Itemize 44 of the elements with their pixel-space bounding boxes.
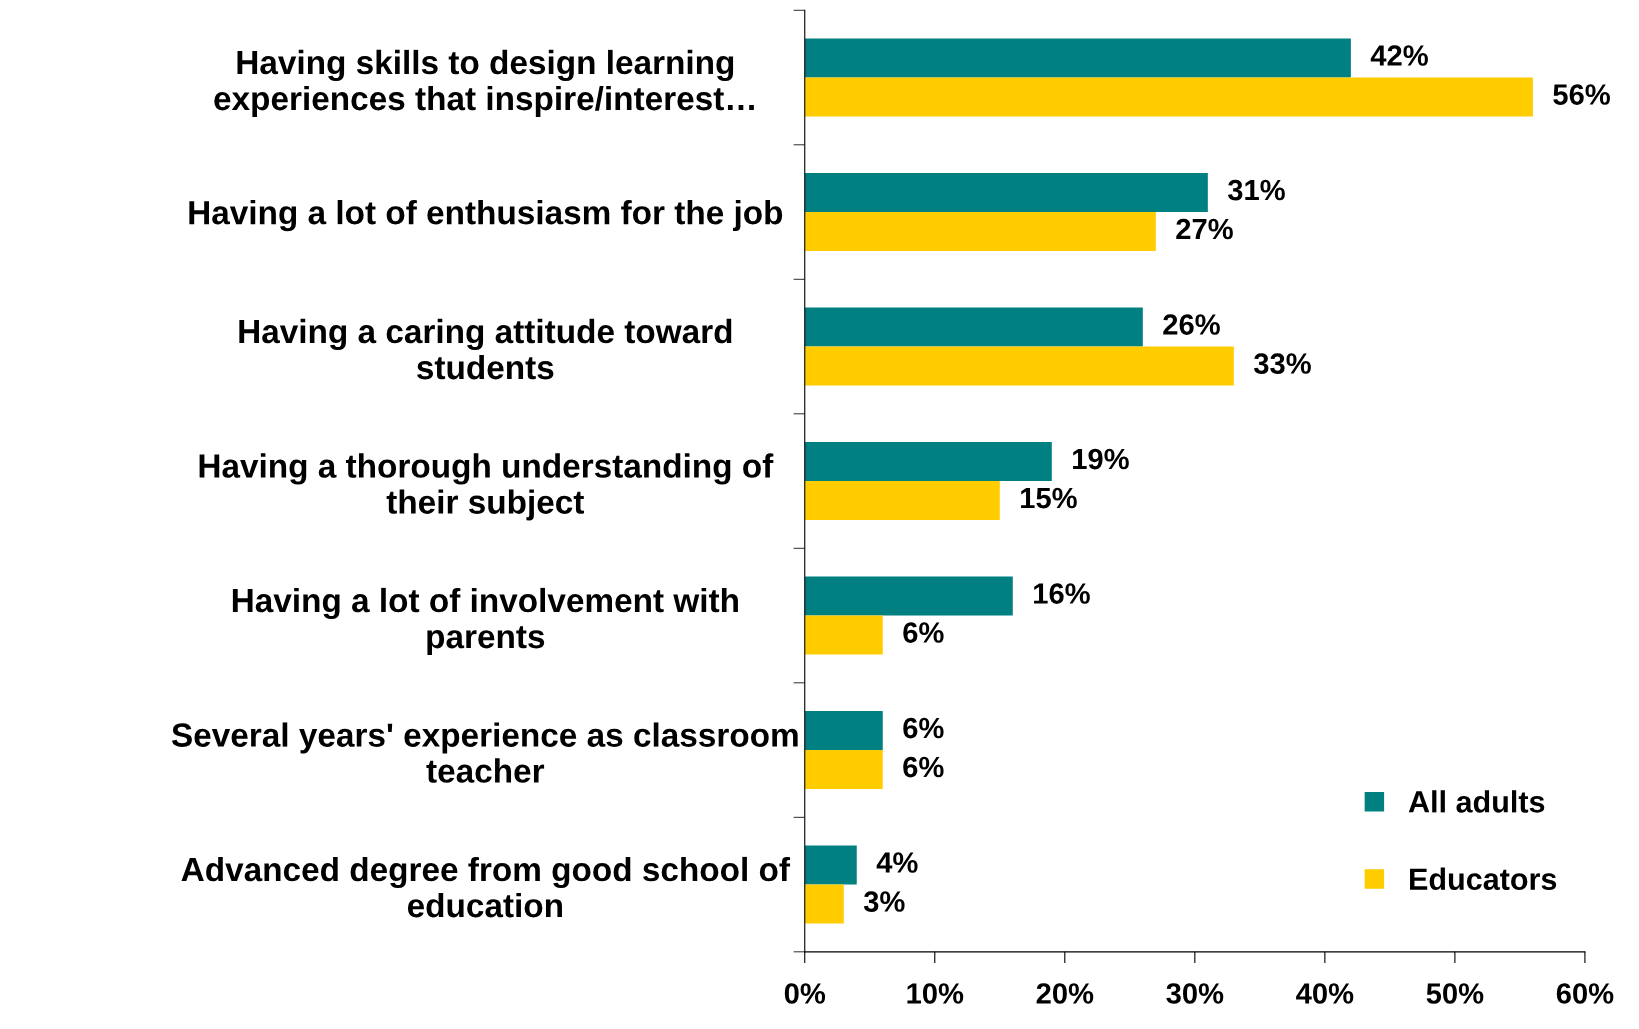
bar (804, 481, 1000, 521)
bar (804, 307, 1143, 347)
y-tick-label: Several years' experience as classroom teacher (171, 722, 798, 783)
y-tick-label: Having a lot of enthusiasm for the job (189, 199, 783, 232)
y-tick-label: Having a caring attitude toward students (239, 318, 732, 380)
legend-label: All adults (1408, 790, 1545, 813)
bar (804, 346, 1234, 386)
bar (804, 442, 1052, 482)
data-label: 4% (876, 852, 918, 873)
data-label: 27% (1176, 218, 1233, 240)
bar (804, 38, 1351, 78)
x-tick-label: 40% (1296, 983, 1354, 1004)
bar (804, 576, 1013, 616)
data-label: 33% (1253, 353, 1311, 374)
data-label: 3% (863, 891, 905, 912)
data-label: 31% (1227, 179, 1285, 201)
bar (804, 173, 1208, 213)
bar (804, 77, 1533, 117)
legend-label: Educators (1410, 867, 1557, 891)
data-label: 56% (1553, 84, 1610, 105)
y-tick-label: Having a thorough understanding of their subject (199, 453, 774, 521)
bar (804, 615, 883, 655)
data-label: 6% (903, 622, 944, 643)
data-label: 26% (1163, 314, 1220, 335)
x-tick-label: 30% (1166, 983, 1224, 1004)
data-label: 16% (1034, 583, 1090, 604)
bar (804, 750, 883, 790)
x-tick-label: 0% (784, 983, 826, 1004)
bar (804, 845, 857, 885)
data-label: 6% (903, 717, 944, 739)
bar (804, 212, 1156, 252)
bar (804, 884, 844, 924)
x-tick-label: 10% (907, 983, 964, 1004)
data-label: 15% (1021, 487, 1077, 509)
data-label: 42% (1370, 45, 1428, 66)
x-tick-label: 60% (1556, 983, 1614, 1004)
data-label: 6% (903, 756, 944, 778)
y-tick-label: Having a lot of involvement with parents (232, 587, 738, 655)
bar (804, 711, 883, 751)
y-tick-label: Advanced degree from good school of education (181, 856, 791, 918)
data-label: 19% (1073, 448, 1129, 470)
x-tick-label: 20% (1036, 983, 1094, 1004)
y-tick-label: Having skills to design learning experiences that inspire/interest… (214, 49, 754, 117)
x-tick-label: 50% (1426, 983, 1484, 1004)
